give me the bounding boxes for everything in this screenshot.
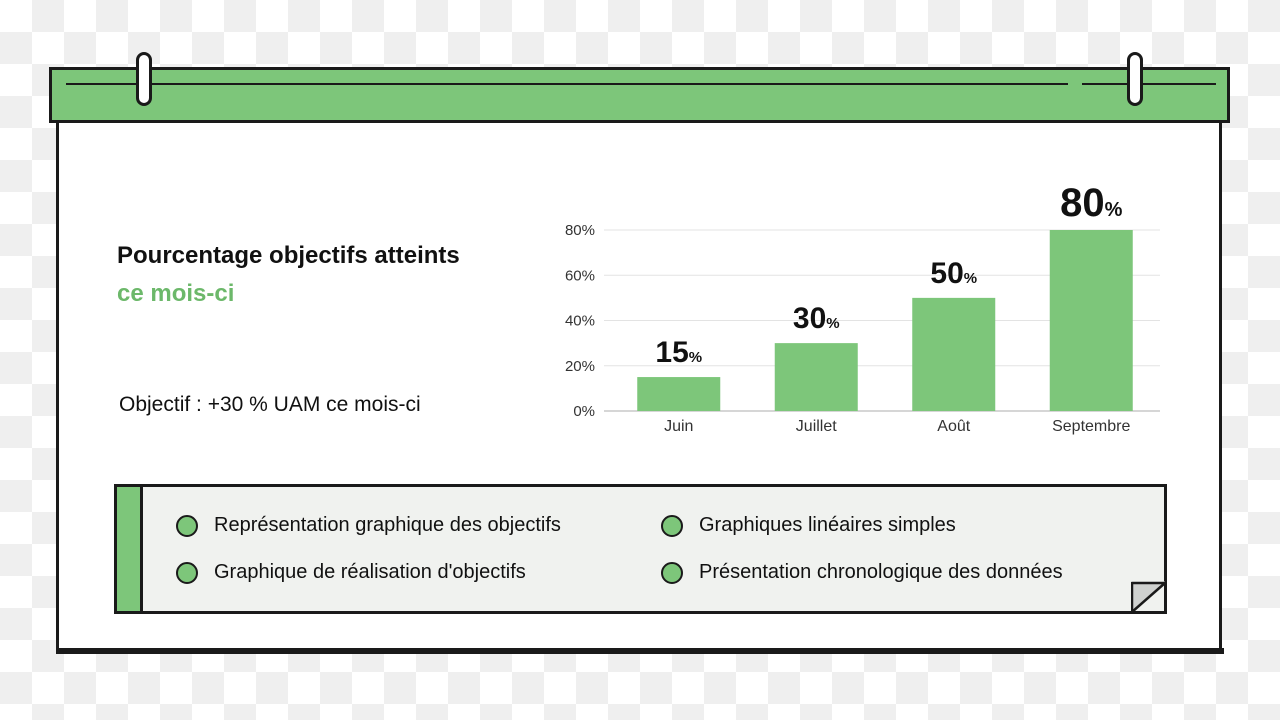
page-fold-icon	[1131, 581, 1167, 614]
board-shadow	[56, 648, 1224, 654]
legend-item: Représentation graphique des objectifs	[176, 514, 561, 537]
left-pin-icon	[136, 52, 152, 106]
y-tick-label: 80%	[565, 222, 595, 239]
data-label: 15%	[655, 336, 702, 369]
bar	[637, 377, 721, 411]
bullet-dot-icon	[176, 514, 198, 537]
legend-item: Graphiques linéaires simples	[661, 514, 956, 537]
bullet-dot-icon	[661, 514, 683, 537]
legend-item: Présentation chronologique des données	[661, 561, 1063, 584]
data-label: 50%	[930, 257, 977, 290]
x-tick-label: Septembre	[1052, 418, 1130, 435]
chart-subtitle: ce mois-ci	[117, 280, 235, 307]
bar	[1049, 230, 1133, 411]
legend-panel	[114, 484, 1167, 614]
legend-item-label: Graphique de réalisation d'objectifs	[214, 561, 526, 583]
y-tick-label: 60%	[565, 267, 595, 284]
legend-item-label: Graphiques linéaires simples	[699, 514, 956, 536]
right-pin-icon	[1127, 52, 1143, 106]
x-tick-label: Juin	[664, 418, 693, 435]
legend-item-label: Représentation graphique des objectifs	[214, 514, 561, 536]
header-line-left	[66, 83, 1068, 85]
chart-title: Pourcentage objectifs atteints	[117, 242, 460, 269]
y-tick-label: 20%	[565, 358, 595, 375]
x-tick-label: Juillet	[796, 418, 837, 435]
bar	[912, 297, 996, 411]
y-tick-label: 0%	[573, 403, 595, 420]
data-label: 30%	[793, 302, 840, 335]
legend-item-label: Présentation chronologique des données	[699, 561, 1063, 583]
header-line-right	[1082, 83, 1216, 85]
header-bar	[49, 67, 1230, 123]
x-tick-label: Août	[937, 418, 970, 435]
legend-item: Graphique de réalisation d'objectifs	[176, 561, 526, 584]
objective-text: Objectif : +30 % UAM ce mois-ci	[119, 393, 421, 416]
y-tick-label: 40%	[565, 313, 595, 330]
legend-accent-strip	[117, 487, 143, 611]
bullet-dot-icon	[661, 561, 683, 584]
bullet-dot-icon	[176, 561, 198, 584]
data-label: 80%	[1060, 181, 1123, 225]
bar	[774, 343, 858, 411]
